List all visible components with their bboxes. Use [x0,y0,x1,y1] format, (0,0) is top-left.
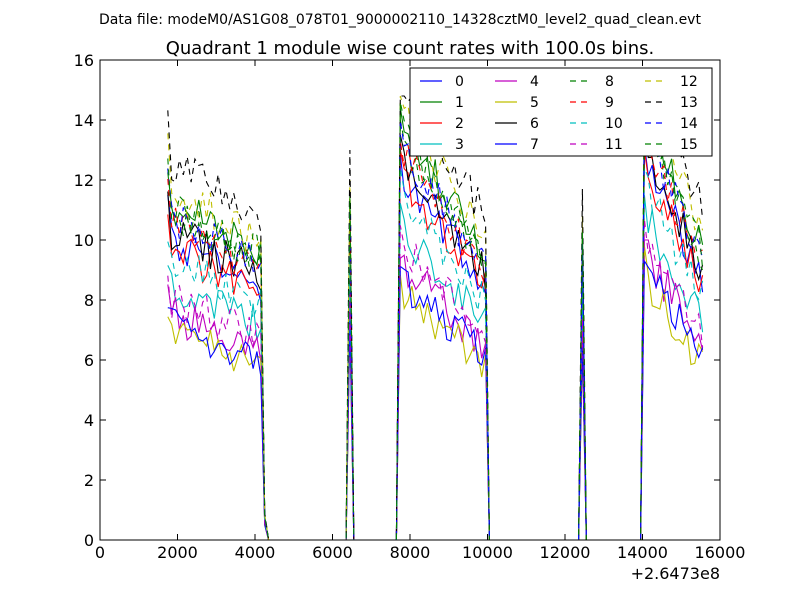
legend-label-14: 14 [680,116,698,132]
y-tick-label: 6 [84,351,94,370]
legend-label-15: 15 [680,137,698,153]
y-tick-label: 12 [74,171,94,190]
legend-label-13: 13 [680,95,698,111]
x-tick-label: 16000 [695,543,746,562]
legend-label-11: 11 [605,137,623,153]
legend-label-7: 7 [530,137,539,153]
y-tick-label: 0 [84,531,94,550]
legend-label-6: 6 [530,116,539,132]
y-tick-label: 16 [74,51,94,70]
y-tick-label: 8 [84,291,94,310]
legend-label-1: 1 [455,95,464,111]
legend-label-0: 0 [455,74,464,90]
figure-suptitle: Data file: modeM0/AS1G08_078T01_90000021… [99,12,701,28]
legend-label-5: 5 [530,95,539,111]
x-tick-label: 2000 [157,543,198,562]
y-tick-label: 14 [74,111,94,130]
legend-label-8: 8 [605,74,614,90]
y-tick-label: 4 [84,411,94,430]
x-tick-label: 14000 [617,543,668,562]
plot-frame [99,59,721,541]
legend-label-4: 4 [530,74,539,90]
series-line-15 [167,100,704,541]
x-tick-label: 10000 [462,543,513,562]
series-line-9 [167,140,703,541]
legend-label-10: 10 [605,116,623,132]
x-offset-label: +2.6473e8 [631,564,720,583]
legend-box [409,67,713,157]
legend-label-9: 9 [605,95,614,111]
x-tick-label: 0 [95,543,105,562]
x-tick-label: 6000 [312,543,353,562]
legend-label-2: 2 [455,116,464,132]
y-tick-label: 10 [74,231,94,250]
chart-title: Quadrant 1 module wise count rates with … [166,38,655,59]
x-tick-label: 4000 [235,543,276,562]
x-tick-label: 8000 [390,543,431,562]
legend-label-12: 12 [680,74,698,90]
x-tick-label: 12000 [540,543,591,562]
legend-label-3: 3 [455,137,464,153]
ticks-layer: 0 2000 4000 6000 8000 10000 12000 14000 16000 0 2 4… [74,51,746,562]
y-tick-label: 2 [84,471,94,490]
series-line-12 [167,94,704,541]
